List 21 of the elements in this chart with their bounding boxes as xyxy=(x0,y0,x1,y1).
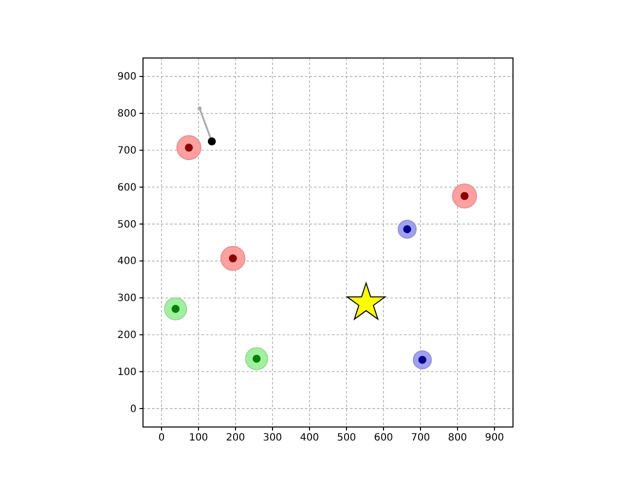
x-tick-label: 800 xyxy=(448,432,468,444)
y-tick-label: 0 xyxy=(130,404,136,415)
y-tick-label: 900 xyxy=(117,72,136,83)
y-tick-label: 400 xyxy=(117,256,136,268)
x-tick-label: 300 xyxy=(262,432,282,444)
x-tick-label: 400 xyxy=(300,432,320,444)
y-tick-label: 700 xyxy=(117,145,136,156)
x-tick-label: 0 xyxy=(158,432,165,444)
x-tick-label: 100 xyxy=(188,432,208,444)
x-tick-label: 700 xyxy=(410,432,430,444)
y-tick-label: 800 xyxy=(117,108,136,120)
y-tick-label: 100 xyxy=(117,366,136,378)
y-tick-label: 300 xyxy=(117,293,136,304)
y-tick-label: 600 xyxy=(117,182,136,194)
x-tick-label: 200 xyxy=(226,432,246,444)
x-tick-label: 600 xyxy=(374,432,394,444)
point xyxy=(198,106,202,111)
y-tick-label: 500 xyxy=(117,219,136,230)
y-tick-label: 200 xyxy=(117,330,136,341)
x-tick-label: 500 xyxy=(336,432,356,444)
x-tick-label: 900 xyxy=(484,432,504,444)
